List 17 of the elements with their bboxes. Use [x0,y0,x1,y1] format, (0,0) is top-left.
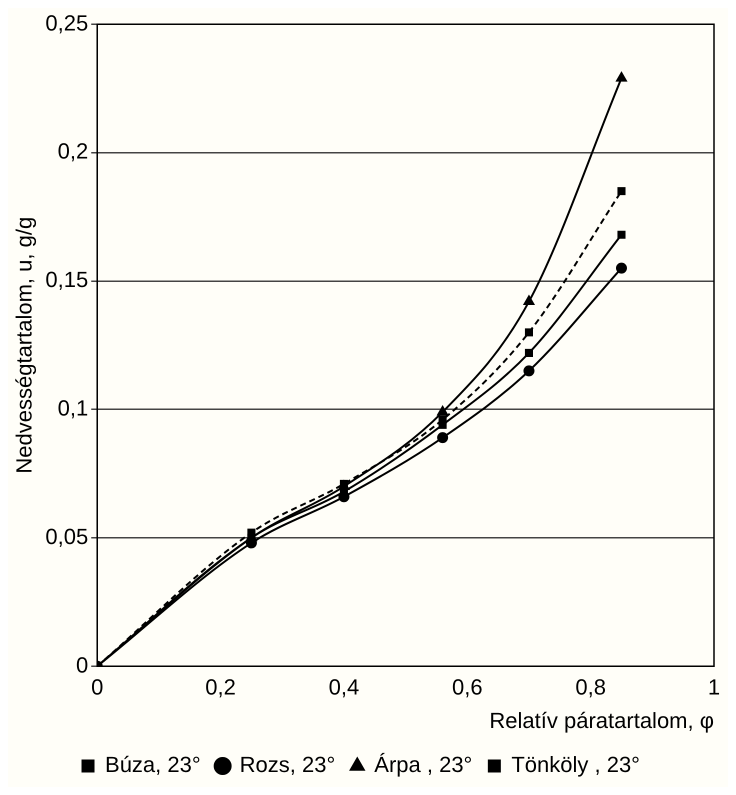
y-tick-label: 0,25 [45,10,88,36]
x-tick-label: 1 [708,674,720,700]
y-tick-label: 0,15 [45,267,88,292]
x-tick-label: 0,6 [452,674,483,700]
x-axis-title: Relatív páratartalom, φ [489,708,714,733]
x-tick-label: 0,4 [328,674,360,700]
legend-label: Tönköly , 23° [511,752,640,778]
x-tick-label: 0,2 [205,674,236,700]
legend-label: Rozs, 23° [240,752,336,778]
x-tick-label: 0,8 [575,674,606,700]
y-tick-label: 0 [76,652,88,678]
y-tick-label: 0,05 [45,524,88,549]
legend-label: Búza, 23° [105,752,201,778]
y-axis-title: Nedvességtartalom, u, g/g [11,216,36,474]
y-tick-label: 0,2 [58,138,88,164]
legend-label: Árpa , 23° [374,752,472,778]
y-tick-label: 0,1 [58,395,88,420]
